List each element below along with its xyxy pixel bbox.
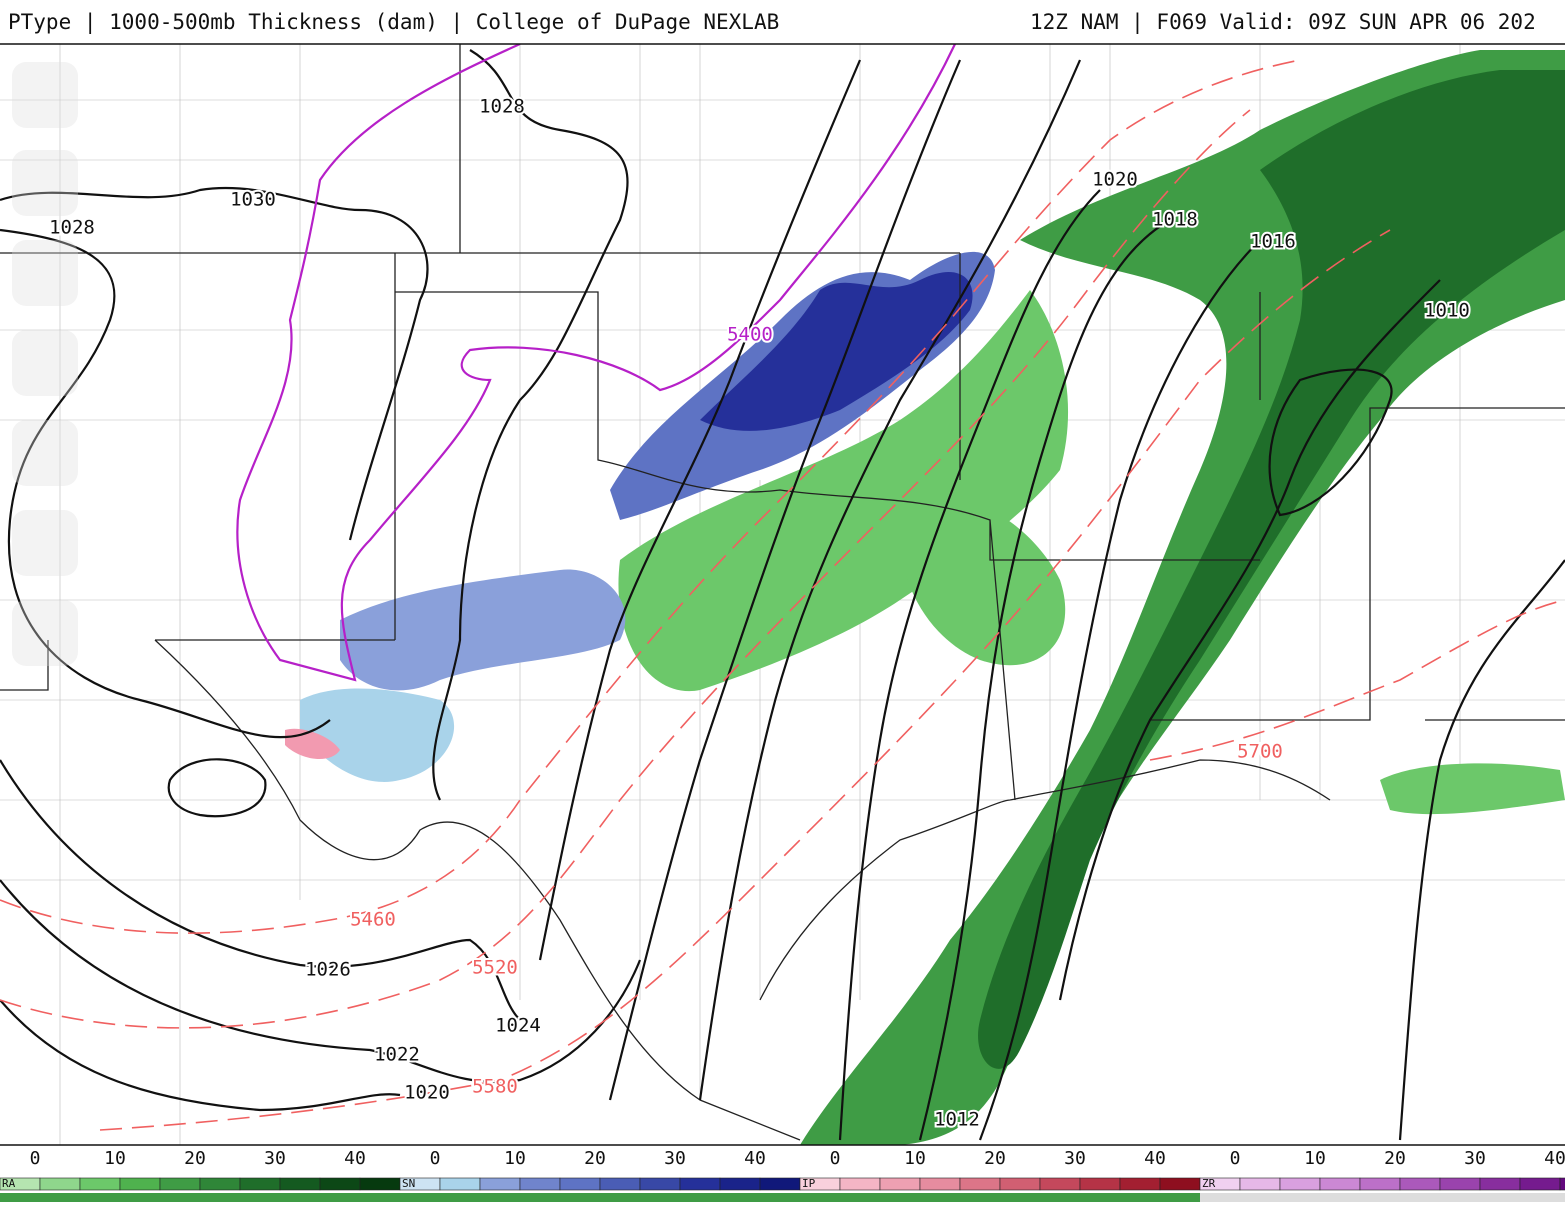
legend-swatch <box>199 1177 241 1191</box>
bottom-strip <box>1200 1193 1565 1202</box>
header-right: 12Z NAM | F069 Valid: 09Z SUN APR 06 202 <box>1030 10 1536 35</box>
legend-swatch <box>39 1177 81 1191</box>
legend-tick: 30 <box>1464 1148 1486 1169</box>
legend-swatch <box>999 1177 1041 1191</box>
legend-swatch <box>759 1177 801 1191</box>
tool-button[interactable] <box>12 62 78 128</box>
legend-tick: 10 <box>1304 1148 1326 1169</box>
header-left: PType | 1000-500mb Thickness (dam) | Col… <box>8 10 779 35</box>
legend-swatch <box>559 1177 601 1191</box>
legend-swatch <box>519 1177 561 1191</box>
isobar-label: 1016 <box>1250 231 1296 253</box>
thickness-label: 5580 <box>472 1076 518 1098</box>
legend-tick: 20 <box>584 1148 606 1169</box>
legend-swatch <box>239 1177 281 1191</box>
legend-swatch <box>1559 1177 1565 1191</box>
legend-swatch <box>159 1177 201 1191</box>
thickness-label: 5400 <box>727 324 773 346</box>
legend-swatch <box>1279 1177 1321 1191</box>
legend-tick: 30 <box>664 1148 686 1169</box>
legend-swatch <box>1479 1177 1521 1191</box>
legend-tick: 20 <box>984 1148 1006 1169</box>
legend-swatch <box>1079 1177 1121 1191</box>
thickness-label: 5460 <box>350 909 396 931</box>
contour-labels: 1028 1030 1028 1020 1018 1016 1010 1026 1024 1022… <box>47 94 1472 1133</box>
legend-swatch <box>1359 1177 1401 1191</box>
legend-tick: 10 <box>904 1148 926 1169</box>
legend-swatch <box>439 1177 481 1191</box>
legend-swatch <box>599 1177 641 1191</box>
thickness-label: 5520 <box>472 957 518 979</box>
legend-swatch <box>479 1177 521 1191</box>
legend-swatch <box>119 1177 161 1191</box>
legend-swatch <box>1319 1177 1361 1191</box>
legend-tick: 0 <box>830 1148 841 1169</box>
legend-tick: 40 <box>744 1148 766 1169</box>
legend-swatch <box>1399 1177 1441 1191</box>
legend-tick: 20 <box>1384 1148 1406 1169</box>
legend-swatch <box>1119 1177 1161 1191</box>
tool-button[interactable] <box>12 420 78 486</box>
precip-rain <box>618 50 1565 1145</box>
legend-swatch <box>1439 1177 1481 1191</box>
legend-tick: 0 <box>430 1148 441 1169</box>
tool-button[interactable] <box>12 240 78 306</box>
legend-swatch <box>679 1177 721 1191</box>
bottom-strip <box>0 1193 1200 1202</box>
isobar-label: 1028 <box>479 96 525 118</box>
thickness-lines <box>0 42 1565 1131</box>
header-bar <box>0 0 1565 44</box>
tool-button[interactable] <box>12 510 78 576</box>
legend-tick: 0 <box>1230 1148 1241 1169</box>
legend-area <box>0 1145 1565 1202</box>
legend-group-name: IP <box>802 1177 816 1190</box>
isobar-label: 1022 <box>374 1044 420 1066</box>
legend-tick: 10 <box>104 1148 126 1169</box>
legend-tick: 40 <box>1544 1148 1565 1169</box>
isobar-label: 1024 <box>495 1015 541 1037</box>
legend-tick: 30 <box>1064 1148 1086 1169</box>
map-toolbar <box>12 62 78 666</box>
isobar-label: 1030 <box>230 189 276 211</box>
legend-swatch <box>319 1177 361 1191</box>
legend-swatch <box>1239 1177 1281 1191</box>
legend-swatch <box>879 1177 921 1191</box>
isobar-label: 1012 <box>934 1109 980 1131</box>
legend-swatch <box>1519 1177 1561 1191</box>
isobar-label: 1028 <box>49 217 95 239</box>
legend-swatch <box>359 1177 401 1191</box>
legend-tick: 20 <box>184 1148 206 1169</box>
legend-swatch <box>639 1177 681 1191</box>
legend-tick: 30 <box>264 1148 286 1169</box>
isobar-label: 1020 <box>1092 169 1138 191</box>
thickness-label: 5700 <box>1237 741 1283 763</box>
legend-tick: 40 <box>1144 1148 1166 1169</box>
tool-button[interactable] <box>12 330 78 396</box>
isobar-label: 1010 <box>1424 300 1470 322</box>
legend-group-name: ZR <box>1202 1177 1216 1190</box>
legend-swatch <box>1039 1177 1081 1191</box>
legend-swatch <box>279 1177 321 1191</box>
legend-swatch <box>719 1177 761 1191</box>
legend-swatch <box>79 1177 121 1191</box>
isobar-label: 1026 <box>305 959 351 981</box>
precip-snow <box>285 251 995 782</box>
ptype-legend: RA 0 10 20 30 40 SN 0 10 20 30 40 IP 0 10 20 30 40 ZR 0 10 20… <box>0 1148 1565 1191</box>
legend-swatch <box>919 1177 961 1191</box>
tool-button[interactable] <box>12 600 78 666</box>
legend-tick: 0 <box>30 1148 41 1169</box>
legend-group-name: RA <box>2 1177 16 1190</box>
tool-button[interactable] <box>12 150 78 216</box>
isobars <box>0 49 1565 1141</box>
state-borders <box>0 44 1565 1141</box>
legend-tick: 10 <box>504 1148 526 1169</box>
legend-swatch <box>1159 1177 1201 1191</box>
isobar-label: 1018 <box>1152 209 1198 231</box>
legend-swatch <box>839 1177 881 1191</box>
legend-swatch <box>959 1177 1001 1191</box>
legend-tick: 40 <box>344 1148 366 1169</box>
isobar-label: 1020 <box>404 1082 450 1104</box>
legend-group-name: SN <box>402 1177 415 1190</box>
